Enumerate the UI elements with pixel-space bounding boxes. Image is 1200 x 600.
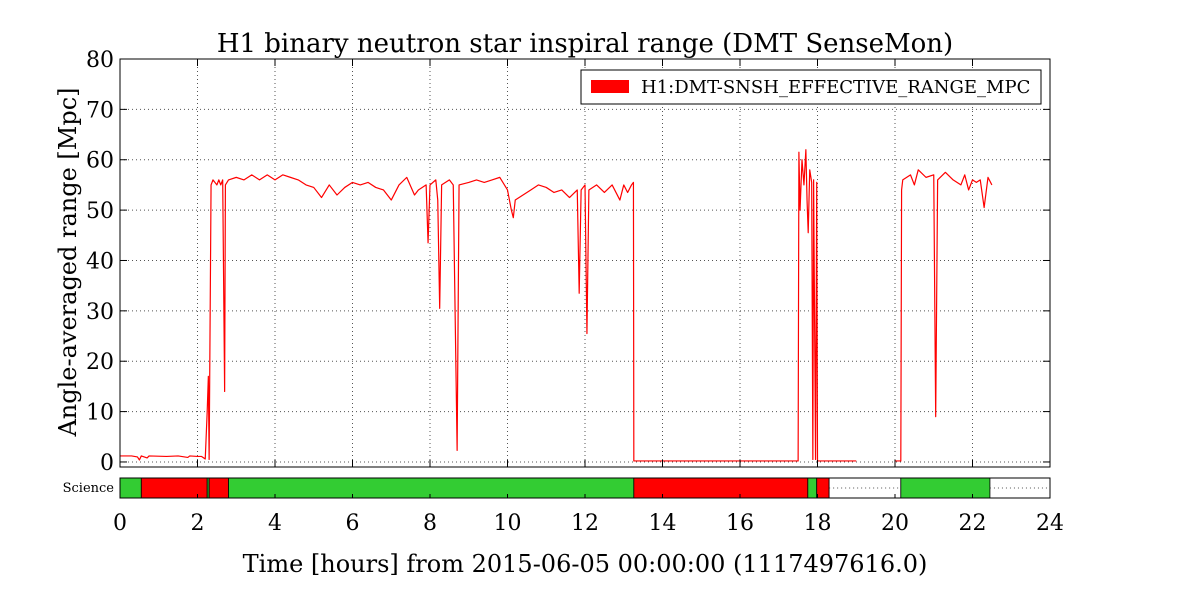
segment-off (208, 477, 229, 499)
segment-none (989, 477, 1051, 499)
chart-title: H1 binary neutron star inspiral range (D… (217, 29, 953, 59)
series-line-1 (895, 169, 993, 462)
segment-on (900, 477, 991, 499)
x-axis: 0 2 4 6 8 10 12 14 16 18 20 22 24 (113, 494, 1064, 536)
y-tick-label: 60 (86, 149, 114, 174)
x-tick-label: 20 (881, 511, 909, 536)
series-line-0 (120, 149, 857, 462)
y-axis: 0 10 20 30 40 50 60 70 80 (86, 48, 1051, 476)
y-tick-label: 50 (86, 199, 114, 224)
series-layer (120, 149, 993, 462)
segment-on (807, 477, 818, 499)
x-tick-label: 16 (726, 511, 754, 536)
x-axis-label: Time [hours] from 2015-06-05 00:00:00 (1… (243, 550, 928, 578)
x-tick-label: 24 (1036, 511, 1064, 536)
legend-swatch (591, 80, 629, 93)
legend: H1:DMT-SNSH_EFFECTIVE_RANGE_MPC (580, 69, 1042, 105)
x-tick-label: 6 (346, 511, 360, 536)
legend-entry: H1:DMT-SNSH_EFFECTIVE_RANGE_MPC (641, 77, 1030, 98)
x-tick-label: 4 (268, 511, 282, 536)
y-tick-label: 20 (86, 350, 114, 375)
x-tick-label: 12 (571, 511, 599, 536)
x-tick-label: 2 (191, 511, 205, 536)
x-tick-label: 22 (959, 511, 987, 536)
segment-on (228, 477, 635, 499)
segment-off (633, 477, 809, 499)
x-tick-label: 18 (804, 511, 832, 536)
y-tick-label: 0 (100, 451, 114, 476)
legend-box (580, 69, 1042, 105)
segment-on (119, 477, 142, 499)
x-tick-label: 8 (423, 511, 437, 536)
y-tick-label: 30 (86, 300, 114, 325)
x-tick-label: 0 (113, 511, 127, 536)
x-tick-label: 14 (649, 511, 677, 536)
y-tick-label: 80 (86, 48, 114, 73)
segment-bar-label: Science (63, 481, 115, 496)
y-axis-label: Angle-averaged range [Mpc] (54, 87, 82, 437)
x-tick-label: 10 (494, 511, 522, 536)
y-tick-label: 40 (86, 249, 114, 274)
grid (119, 58, 1051, 467)
segment-off (816, 477, 830, 499)
y-tick-label: 10 (86, 401, 114, 426)
y-tick-label: 70 (86, 98, 114, 123)
science-segment-bar: Science (63, 477, 1051, 499)
